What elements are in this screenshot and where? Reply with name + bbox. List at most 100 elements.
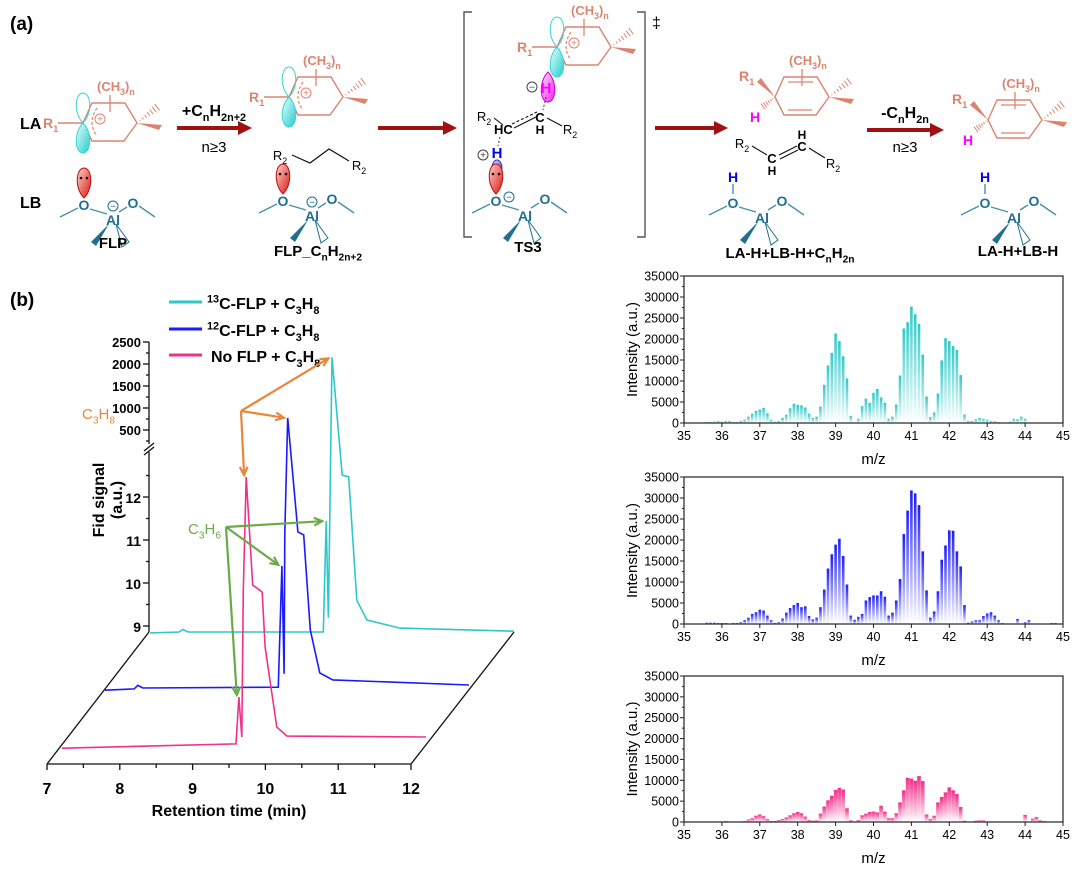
r1-label: R1 [43, 115, 59, 135]
transition-state-mark: ‡ [652, 15, 661, 32]
spectrum-bar [841, 356, 845, 423]
spectrum-bar [910, 306, 913, 423]
spectrum-bar [838, 341, 841, 423]
x-tick-label: 45 [1056, 429, 1070, 443]
axis-break-mark [143, 442, 155, 452]
floor-right-edge [410, 631, 515, 765]
y-tick-label: 2000 [112, 357, 141, 372]
wedge-bond [343, 97, 368, 104]
oxygen-atom: O [327, 191, 338, 207]
bond-line [767, 204, 777, 211]
spectrum-bar [758, 609, 762, 624]
y-axis-title: Intensity (a.u.) [624, 503, 641, 598]
spectrum-bar [966, 420, 970, 423]
hashed-bond [527, 219, 542, 244]
spectrum-bar [921, 354, 925, 423]
hashed-bond [146, 111, 151, 117]
y-axis-title: (a.u.) [109, 481, 126, 519]
spectrum-bar [910, 490, 913, 624]
h-label: H [768, 164, 777, 178]
y-tick-label: 5000 [651, 597, 679, 611]
spectrum-bar [921, 551, 925, 624]
spectrum-bar [785, 612, 788, 624]
partial-bond [497, 136, 501, 147]
reaction-arrow-head [714, 121, 728, 135]
hashed-bond [139, 120, 141, 122]
x-tick-label: 40 [867, 630, 881, 644]
spectrum-bar [864, 813, 868, 822]
y-tick-label: 30000 [644, 690, 679, 704]
spectrum-bar [982, 616, 985, 624]
spectrum-bar [894, 600, 898, 624]
bond-line [751, 145, 768, 156]
spectrum-bar [1023, 418, 1027, 423]
spectrum-bar [796, 404, 799, 423]
axis-break-mark [143, 446, 155, 456]
spectrum-bar [905, 777, 910, 822]
hashed-bond [615, 41, 618, 44]
hashed-bond [975, 125, 981, 131]
spectrum-bar [917, 505, 921, 624]
spectrum-bar [924, 814, 929, 822]
spectrum-bar [932, 815, 936, 822]
spectrum-bar [807, 413, 811, 423]
oxygen-atom: O [1029, 193, 1040, 209]
spectrum-bar [951, 346, 955, 423]
spectrum-bar [769, 620, 773, 624]
methyl-group-label: (CH3)n [303, 53, 341, 71]
spectrum-bar [944, 545, 947, 624]
x-tick-label: 41 [904, 630, 918, 644]
spectrum-bar [1023, 814, 1027, 822]
spectrum-bar [841, 789, 845, 822]
hashed-bond [628, 27, 634, 35]
lone-pair-orbital-icon [488, 163, 504, 195]
spectrum-bar [841, 555, 845, 624]
aluminum-atom: Al [106, 212, 120, 228]
empty-p-orbital-icon [549, 46, 565, 78]
spectrum-bar [913, 493, 917, 624]
spectrum-bar [833, 789, 838, 822]
chromatogram-trace [149, 357, 515, 634]
spectrum-bar [811, 417, 815, 423]
annotation-arrow-head [319, 357, 331, 367]
spectrum-bar [822, 384, 826, 423]
y-tick-label: 15000 [644, 354, 679, 368]
spectrum-bar [959, 375, 962, 423]
proton-h-atom: H [728, 169, 738, 185]
spectrum-bar [886, 818, 891, 822]
spectrum-bar [887, 615, 890, 624]
lone-pair-dot [491, 172, 495, 176]
x-tick-label: 35 [677, 630, 691, 644]
spectrum-bar [944, 338, 947, 423]
mass-spectrum-chart: 35 36 37 38 39 40 41 42 43 44 45 0 5000 10000 15000 200… [624, 270, 1070, 469]
spectrum-bar [754, 815, 758, 822]
spectrum-bar [902, 790, 906, 822]
spectrum-bar [860, 815, 864, 822]
r2-label: R2 [273, 148, 287, 166]
spectrum-bar [758, 814, 762, 822]
y-tick-label: 15000 [644, 555, 679, 569]
spectrum-bar [981, 820, 986, 822]
spectrum-bar [985, 419, 989, 423]
hashed-bond [765, 101, 769, 106]
oxygen-atom: O [540, 191, 551, 207]
y-tick-label: 20000 [644, 333, 679, 347]
spectrum-bar [917, 323, 921, 423]
r2-label: R2 [477, 109, 491, 127]
spectrum-bar [883, 596, 887, 624]
spectrum-bar [867, 811, 872, 822]
hashed-bond [144, 114, 148, 118]
hashed-bond [973, 126, 979, 133]
spectrum-bar [784, 817, 789, 822]
spectrum-bar [747, 416, 750, 423]
hashed-bond [843, 80, 849, 87]
spectrum-bar [1012, 418, 1016, 423]
spectrum-bar [739, 622, 743, 624]
methyl-group-label: (CH3)n [1002, 76, 1040, 94]
spectrum-bar [879, 591, 883, 624]
spectrum-bar [750, 613, 754, 624]
x-tick-label: 43 [980, 828, 994, 842]
y-tick-label: 10000 [644, 576, 679, 590]
r1-label: R1 [517, 39, 533, 59]
spectrum-bar [929, 417, 932, 423]
